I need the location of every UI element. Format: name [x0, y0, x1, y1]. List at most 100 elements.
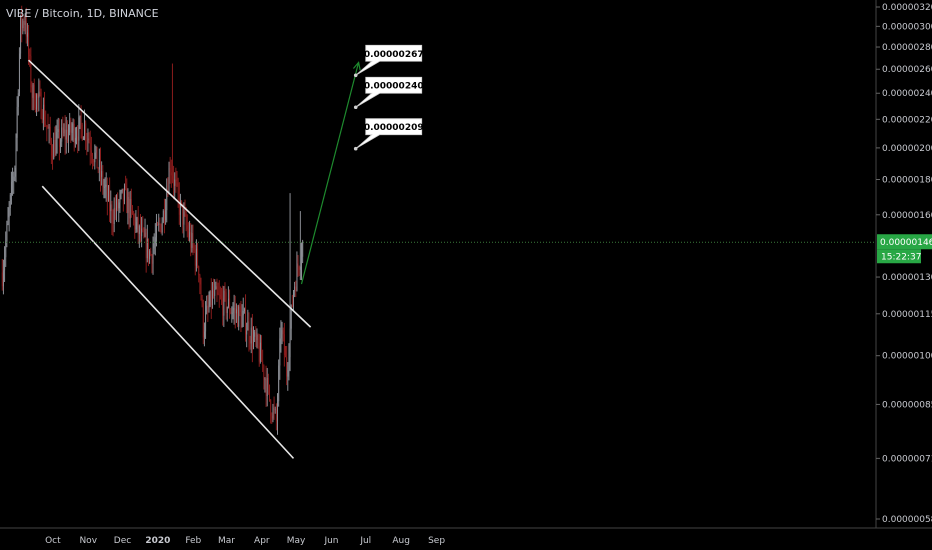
candle — [278, 359, 280, 407]
candle — [17, 89, 19, 116]
y-tick-label: 0.00000130 — [882, 273, 932, 283]
callout-box — [355, 44, 423, 76]
candle — [283, 322, 285, 367]
candle — [299, 211, 301, 280]
chart-title: VIBE / Bitcoin, 1D, BINANCE — [6, 7, 159, 20]
callout-value: 0.00000267 — [364, 50, 424, 60]
x-tick-label: May — [287, 536, 306, 546]
candle — [199, 273, 201, 295]
candle — [117, 192, 119, 212]
candle — [223, 286, 225, 328]
candle — [122, 188, 124, 212]
candle — [41, 108, 43, 124]
candle — [121, 188, 123, 194]
candle — [163, 198, 165, 234]
candle — [245, 294, 247, 342]
candle — [290, 304, 292, 341]
candle — [128, 192, 130, 230]
candle — [36, 93, 38, 117]
time-axis[interactable]: Oct Nov Dec 2020 Feb Mar Apr May Jun Jul Aug Sep — [0, 527, 932, 546]
y-tick-label: 0.00000200 — [882, 144, 932, 154]
candle — [193, 243, 195, 253]
candle — [259, 334, 261, 364]
price-target-callouts: 0.00000267 0.00000240 0.00000209 — [353, 44, 424, 151]
candle — [104, 177, 106, 199]
candle — [291, 294, 293, 308]
x-tick-label: Jul — [359, 536, 371, 546]
candle — [18, 47, 20, 97]
candle — [238, 304, 240, 331]
candle — [250, 317, 252, 354]
candle — [275, 403, 277, 431]
candle — [114, 195, 116, 220]
candle — [169, 156, 171, 184]
x-tick-label: Nov — [79, 536, 97, 546]
price-axis[interactable]: 0.00000320 0.00000300 0.00000280 0.00000260… — [875, 0, 932, 528]
candle — [231, 306, 233, 323]
candle — [222, 285, 224, 326]
y-tick-label: 0.00000100 — [882, 352, 932, 362]
candle — [87, 128, 89, 152]
candle — [130, 188, 132, 218]
y-tick-label: 0.00000280 — [882, 43, 932, 53]
candle — [150, 247, 152, 257]
candle — [262, 349, 264, 372]
candle — [187, 222, 189, 241]
projection-line — [300, 62, 360, 285]
bar-countdown: 15:22:37 — [881, 253, 921, 263]
candle — [6, 220, 8, 248]
candle — [241, 304, 243, 328]
candle — [71, 122, 73, 141]
candle — [197, 242, 199, 269]
candle — [131, 205, 133, 215]
projection-arrow[interactable] — [300, 61, 361, 285]
candle — [97, 166, 99, 174]
candle — [54, 126, 56, 158]
y-tick-label: 0.00000180 — [882, 175, 932, 185]
candle — [294, 281, 296, 298]
candle — [139, 213, 141, 243]
candle — [39, 80, 41, 97]
candle — [34, 93, 36, 113]
candle — [77, 125, 79, 154]
callout-anchor — [353, 105, 358, 110]
price-target-callout[interactable]: 0.00000240 — [353, 76, 424, 110]
candle — [287, 362, 289, 391]
candle — [42, 97, 44, 131]
candle — [9, 192, 11, 216]
candle — [12, 167, 14, 196]
candle — [246, 322, 248, 348]
candle — [31, 81, 33, 111]
candle — [171, 63, 173, 184]
candle — [213, 278, 215, 299]
candle — [79, 115, 81, 130]
y-tick-label: 0.00000240 — [882, 89, 932, 99]
y-tick-label: 0.00000071 — [882, 454, 932, 464]
y-tick-label: 0.00000085 — [882, 400, 932, 410]
candle — [162, 209, 164, 224]
channel-lower-line[interactable] — [41, 185, 295, 459]
candle — [65, 116, 67, 154]
candle — [101, 161, 103, 186]
candle — [224, 282, 226, 302]
candle — [181, 200, 183, 208]
candle — [73, 119, 75, 152]
candle — [242, 297, 244, 327]
candle — [55, 125, 57, 156]
last-price-value: 0.00000146 — [880, 238, 932, 248]
candle — [208, 291, 210, 313]
candle — [129, 190, 131, 228]
candle — [147, 238, 149, 267]
candle — [195, 239, 197, 272]
candle — [186, 214, 188, 238]
candle — [88, 132, 90, 144]
price-target-callout[interactable]: 0.00000267 — [353, 44, 424, 78]
candle — [253, 326, 255, 350]
candle — [175, 167, 177, 193]
x-tick-label: Jun — [323, 536, 338, 546]
price-target-callout[interactable]: 0.00000209 — [353, 118, 424, 151]
x-tick-label: Feb — [185, 536, 201, 546]
channel-upper-line[interactable] — [28, 59, 312, 328]
